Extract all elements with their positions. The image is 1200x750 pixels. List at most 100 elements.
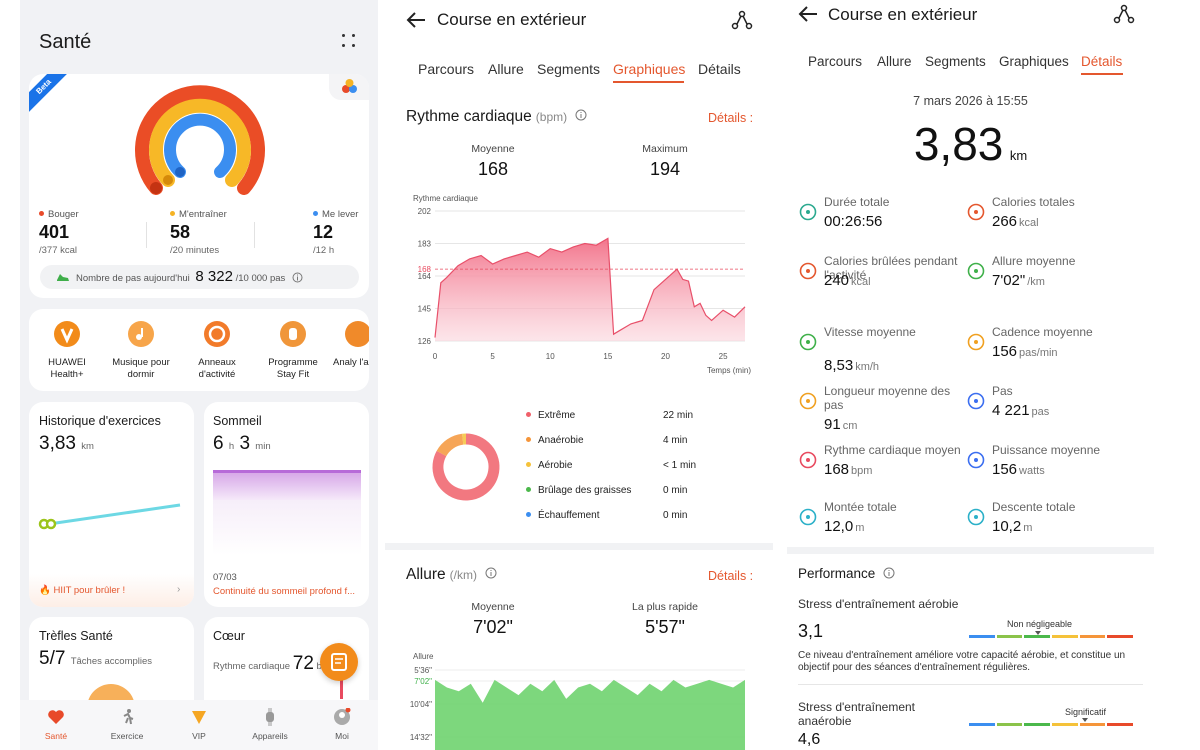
watch-icon [261,708,279,726]
hiit-tip[interactable]: 🔥 HIIT pour brûler ! [39,585,126,596]
move-flame-icon [150,182,162,194]
x-tick-label: 20 [661,352,670,361]
x-tick-label: 0 [433,352,438,361]
scale-segment [1079,723,1106,726]
stat-goal-exercise: /20 minutes [170,245,220,256]
metric-label: Rythme cardiaque moyen [824,443,961,457]
metric-label: Longueur moyenne des pas [824,384,951,412]
tab-details[interactable]: Détails [698,61,741,77]
tab-segments[interactable]: Segments [537,61,601,77]
rings-style-button[interactable] [329,74,369,100]
aerobic-description: Ce niveau d'entraînement améliore votre … [798,650,1126,673]
card-title: Historique d'exercices [39,414,161,428]
pace-avg-value: 7'02" [473,617,513,637]
tab-parcours[interactable]: Parcours [808,54,863,69]
service-sleep-music[interactable]: Musique pour dormir [109,321,173,381]
metric-label: Durée totale [824,195,890,209]
tab-details[interactable]: Détails [1081,54,1123,69]
back-arrow-icon[interactable] [405,10,427,30]
info-icon [292,272,303,283]
activity-rings-card[interactable]: Beta Bouger 401 /377 kcal M'entraîner 58… [29,74,369,298]
metric-value: 168 bpm [824,461,873,478]
pace-area [435,679,745,750]
anaerobic-marker [1082,718,1088,722]
sleep-chart [213,470,361,500]
heart-chart-label: Rythme cardiaque [413,194,478,203]
beta-badge: Beta [29,74,74,117]
heart-max-value: 194 [649,159,681,179]
tab-graphiques[interactable]: Graphiques [613,61,686,77]
flame-outline-icon [798,261,818,281]
exercise-history-card[interactable]: Historique d'exercices 3,83 km 🔥 HIIT po… [29,402,194,607]
metric-value: 12,0 m [824,518,865,535]
metric-label: Puissance moyenne [992,443,1101,457]
tab-sante[interactable]: Santé [20,700,92,741]
anaerobic-value: 4,6 [798,731,821,748]
y-tick-label: 126 [418,337,432,346]
distance-value: 3,83 [913,118,1004,170]
heart-pulse-icon [47,708,65,726]
heart-details-link[interactable]: Détails : [708,111,754,125]
route-share-icon[interactable] [1113,4,1135,24]
tab-moi[interactable]: Moi [306,700,378,741]
service-stay-fit[interactable]: Programme Stay Fit [261,321,325,381]
workout-date: 7 mars 2026 à 15:55 [913,94,1028,108]
y-tick-label: 202 [418,207,432,216]
sleep-tip[interactable]: Continuité du sommeil profond f... [213,586,356,597]
chevron-right-icon: › [177,584,181,595]
steps-goal: /10 000 pas [235,273,286,284]
tab-exercice[interactable]: Exercice [91,700,163,741]
donut-slice [432,433,500,501]
service-activity-rings[interactable]: Anneaux d'activité [185,321,249,381]
performance-title: Performance [798,566,876,581]
sleep-card[interactable]: Sommeil 6 h 3 min 07/03 Continuité du so… [204,402,369,607]
heart-max-label: Maximum [642,143,688,155]
service-huawei-health-plus[interactable]: HUAWEI Health+ [35,321,99,381]
x-tick-label: 25 [719,352,728,361]
tab-graphiques[interactable]: Graphiques [999,54,1069,69]
tab-segments[interactable]: Segments [925,54,986,69]
metric-value: 10,2 m [992,518,1033,535]
zone-value: < 1 min [663,460,697,471]
zone-value: 22 min [663,410,694,421]
info-icon [883,567,895,579]
tab-parcours[interactable]: Parcours [418,61,475,77]
steps-value: 8 322 [195,268,233,285]
fire-icon: 🔥 [39,585,54,596]
zone-dot [526,512,531,517]
route-share-icon[interactable] [731,10,753,30]
metric-label: Calories totales [992,195,1075,209]
speedometer-icon [966,261,986,281]
tab-allure[interactable]: Allure [877,54,912,69]
gauge-icon [798,332,818,352]
metric-label: Pas [992,384,1013,398]
metric-label: Montée totale [824,500,897,514]
scale-segment [996,723,1023,726]
pace-avg-label: Moyenne [471,601,515,613]
bottom-tab-bar: Santé Exercice VIP Appareils Moi [20,700,378,750]
zone-row: Brûlage des graisses [526,485,631,496]
y-tick-label: 14'32" [410,733,432,742]
metric-value: 156 watts [992,461,1045,478]
tab-vip[interactable]: VIP [163,700,235,741]
zone-value: 4 min [663,435,688,446]
pace-details-link[interactable]: Détails : [708,569,754,583]
zone-label: Anaérobie [538,435,584,446]
service-food-analysis[interactable]: Analy l'alimen [333,321,369,369]
workout-charts-panel: Course en extérieur Parcours Allure Segm… [385,0,773,750]
profile-icon [333,707,351,726]
huawei-health-plus-icon [54,321,80,347]
aerobic-value: 3,1 [798,621,824,641]
metric-value: 4 221 pas [992,402,1050,419]
heart-zones-donut [432,433,500,501]
back-arrow-icon[interactable] [797,4,819,24]
more-menu-icon[interactable] [342,34,356,48]
scale-segment [969,635,995,638]
zone-row: Anaérobie [526,435,584,446]
health-home-panel: Santé Beta Bouger 401 /377 kcal M'entraî… [20,0,378,750]
tab-appareils[interactable]: Appareils [234,700,306,741]
heart-rate-line [434,237,746,338]
tab-allure[interactable]: Allure [488,61,524,77]
edit-fab-button[interactable] [320,643,358,681]
steps-pill[interactable]: Nombre de pas aujourd'hui 8 322 /10 000 … [40,265,359,289]
